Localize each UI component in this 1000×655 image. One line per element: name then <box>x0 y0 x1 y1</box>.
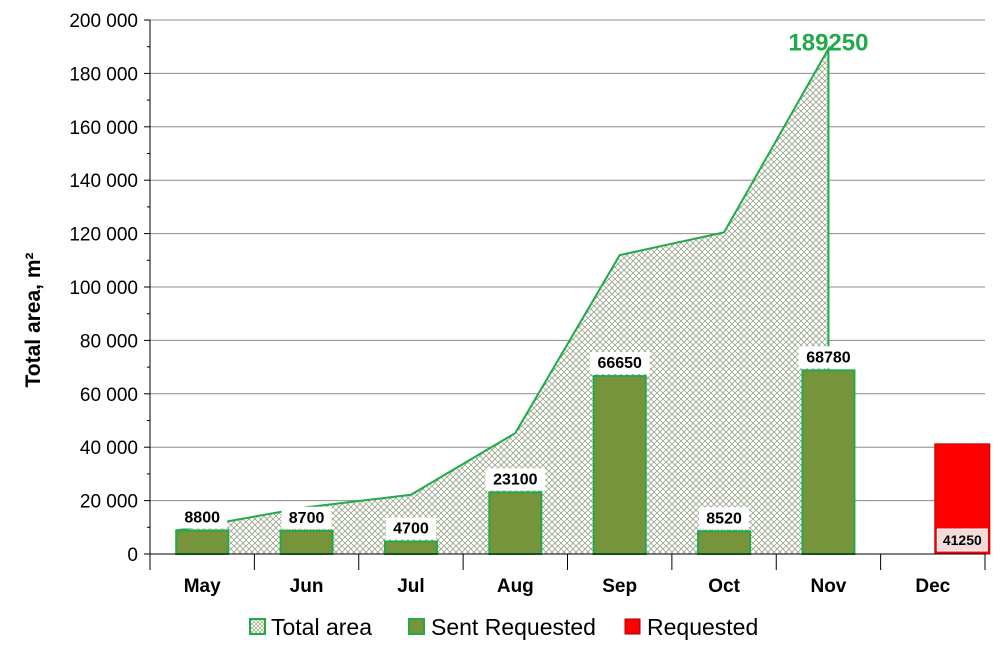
legend: Total area Sent Requested Requested <box>249 614 758 640</box>
sent-requested-bar <box>697 530 752 555</box>
legend-swatch-total-area <box>249 618 266 635</box>
y-tick-label: 20 000 <box>80 492 138 513</box>
sent-requested-data-label: 4700 <box>393 520 429 537</box>
sent-requested-bar <box>592 375 647 555</box>
sent-requested-data-label: 68780 <box>806 349 851 366</box>
data-label-box <box>177 506 228 529</box>
sent-requested-bar <box>488 491 543 555</box>
x-tick-label: Oct <box>708 576 740 597</box>
y-tick-label: 200 000 <box>69 11 138 32</box>
total-area-series <box>176 44 830 554</box>
total-area-line <box>176 44 830 554</box>
sent-requested-data-label: 8700 <box>289 510 325 527</box>
total-area-peak-label: 189250 <box>788 30 868 57</box>
y-tick-label: 160 000 <box>69 118 138 139</box>
sent-requested-data-label: 66650 <box>597 355 642 372</box>
data-labels: 189250 8800 8700 4700 23100 66650 8520 68780 412… <box>177 30 988 552</box>
legend-label-requested: Requested <box>647 614 758 640</box>
y-tick-label: 140 000 <box>69 171 138 192</box>
sent-requested-data-label: 23100 <box>493 471 538 488</box>
data-label-box <box>281 506 332 529</box>
y-tick-label: 80 000 <box>80 331 138 352</box>
data-label-box <box>699 507 750 530</box>
axes: 0 20 000 40 000 60 000 80 000 100 000 120 000 1… <box>69 11 986 597</box>
x-tick-label: Jun <box>290 576 324 597</box>
x-tick-label: Dec <box>915 576 950 597</box>
sent-requested-bar <box>801 369 856 555</box>
x-tick-label: Jul <box>397 576 424 597</box>
legend-swatch-requested <box>624 618 641 635</box>
y-tick-label: 120 000 <box>69 225 138 246</box>
legend-label-sent-requested: Sent Requested <box>431 614 596 640</box>
y-tick-label: 180 000 <box>69 64 138 85</box>
sent-requested-bar <box>383 540 438 555</box>
data-label-box <box>798 346 859 369</box>
sent-requested-data-label: 8800 <box>184 510 220 527</box>
sent-requested-bar <box>175 529 230 556</box>
data-label-box <box>385 517 436 540</box>
gridlines <box>150 19 985 502</box>
sent-requested-data-label: 8520 <box>706 510 742 527</box>
requested-label-box <box>936 528 988 552</box>
y-tick-label: 100 000 <box>69 278 138 299</box>
y-tick-label: 0 <box>127 545 138 566</box>
y-tick-label: 60 000 <box>80 385 138 406</box>
requested-data-label: 41250 <box>943 532 982 548</box>
legend-label-total-area: Total area <box>271 614 372 640</box>
x-tick-label: Aug <box>497 576 534 597</box>
bar-series <box>175 369 991 556</box>
x-tick-label: Nov <box>810 576 846 597</box>
total-area-fill <box>176 48 829 554</box>
data-label-box <box>589 352 650 375</box>
x-tick-label: May <box>184 576 221 597</box>
legend-swatch-sent-requested <box>408 618 425 635</box>
x-tick-label: Sep <box>602 576 637 597</box>
data-label-box <box>485 468 546 491</box>
y-tick-label: 40 000 <box>80 438 138 459</box>
y-axis-label: Total area, m² <box>22 253 45 388</box>
sent-requested-bar <box>279 529 334 555</box>
